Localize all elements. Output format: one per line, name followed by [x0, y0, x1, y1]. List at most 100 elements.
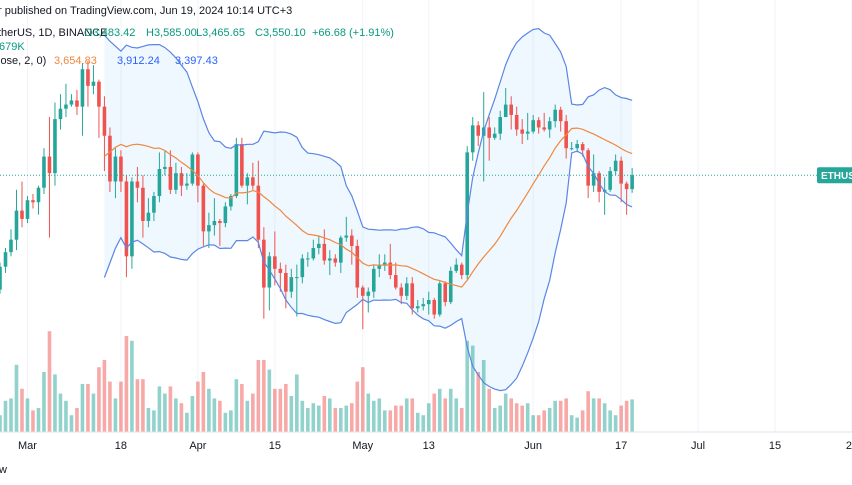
- volume-value: 679K: [0, 41, 25, 53]
- volume-bar: [80, 384, 85, 432]
- candle-body: [525, 131, 530, 134]
- volume-bar: [157, 386, 162, 432]
- volume-bar: [492, 408, 497, 432]
- candle-body: [86, 69, 90, 86]
- candle-body: [124, 181, 129, 257]
- candle-body: [487, 127, 492, 138]
- volume-bar: [229, 410, 233, 432]
- volume-bar: [630, 399, 634, 432]
- volume-bar: [608, 410, 612, 432]
- candle-body: [36, 187, 41, 203]
- candle-body: [344, 235, 349, 238]
- volume-bar: [536, 415, 541, 432]
- volume-bar: [113, 398, 118, 432]
- volume-bar: [366, 393, 371, 432]
- volume-bar: [624, 400, 629, 432]
- candle-body: [355, 245, 360, 288]
- volume-bar: [355, 381, 360, 432]
- bb-upper-value: 3,912.24: [117, 55, 160, 67]
- volume-bar: [602, 403, 607, 432]
- volume-bar: [218, 400, 222, 432]
- volume-bar: [135, 379, 140, 432]
- candle-body: [377, 264, 382, 269]
- volume-bar: [520, 405, 524, 432]
- candle-body: [284, 272, 288, 292]
- volume-bar: [542, 410, 546, 432]
- volume-bar: [311, 403, 316, 432]
- bb-lower-value: 3,397.43: [175, 55, 218, 67]
- x-tick-label: Mar: [18, 440, 37, 452]
- symbol: therUS, 1D, BINANCE: [0, 27, 107, 39]
- x-tick-label: 18: [115, 440, 127, 452]
- candle-body: [14, 210, 19, 240]
- volume-bar: [256, 360, 261, 432]
- candle-body: [558, 109, 563, 122]
- candle-body: [80, 69, 85, 107]
- bollinger-basis: [104, 127, 633, 288]
- candle-body: [58, 108, 63, 120]
- volume-bar: [273, 388, 277, 432]
- candle-body: [492, 133, 497, 138]
- volume-bar: [333, 408, 338, 432]
- volume-bar: [47, 331, 52, 432]
- candle-body: [503, 104, 508, 118]
- volume-bar: [487, 388, 492, 432]
- candle-body: [454, 264, 459, 271]
- volume-bar: [388, 410, 393, 432]
- bollinger-upper: [103, 27, 633, 257]
- candle-body: [393, 275, 398, 288]
- volume-bar: [289, 396, 294, 432]
- x-tick-label: Jul: [691, 440, 705, 452]
- volume-bar: [36, 408, 41, 432]
- volume-bar: [3, 400, 8, 432]
- candle-body: [141, 187, 145, 221]
- volume-bar: [31, 410, 35, 432]
- volume-bar: [597, 398, 601, 432]
- volume-bar: [509, 398, 513, 432]
- ohlc-close: C3,550.10: [255, 27, 306, 39]
- candle-body: [240, 144, 244, 186]
- volume-bar: [130, 340, 134, 432]
- volume-bar: [179, 403, 184, 432]
- candle-body: [256, 185, 261, 240]
- volume-bar: [240, 384, 244, 432]
- volume-bar: [124, 336, 129, 432]
- candle-body: [207, 225, 211, 232]
- bollinger-lower: [103, 150, 633, 392]
- candle-body: [415, 306, 420, 309]
- candle-body: [0, 266, 2, 290]
- candle-body: [421, 304, 426, 307]
- candle-body: [9, 239, 13, 253]
- candle-body: [300, 258, 305, 278]
- volume-bar: [86, 384, 90, 432]
- volume-bar: [371, 400, 376, 432]
- volume-bar: [432, 393, 437, 432]
- candle-body: [146, 212, 151, 221]
- volume-bar: [0, 415, 2, 432]
- candle-body: [426, 299, 431, 305]
- volume-bar: [317, 405, 321, 432]
- ohlc-high: H3,585.00: [146, 27, 197, 39]
- candle-body: [333, 258, 338, 263]
- candle-body: [553, 109, 557, 122]
- volume-bar: [377, 398, 382, 432]
- candle-body: [371, 268, 376, 292]
- volume-bar: [25, 398, 30, 432]
- candle-body: [157, 169, 162, 197]
- candle-body: [613, 160, 618, 172]
- candle-body: [470, 125, 475, 153]
- change: +66.68 (+1.91%): [312, 27, 394, 39]
- volume-bar: [437, 388, 442, 432]
- volume-bar: [267, 369, 272, 432]
- candle-body: [448, 270, 453, 303]
- ohlc-low: L3,465.65: [196, 27, 245, 39]
- volume-bar: [168, 386, 173, 432]
- price-tag-box: [817, 167, 852, 184]
- candle-body: [311, 248, 316, 259]
- x-tick-label: May: [352, 440, 373, 452]
- candle-body: [267, 256, 272, 288]
- volume-bar: [503, 393, 508, 432]
- candle-body: [201, 185, 206, 232]
- candle-body: [212, 220, 217, 226]
